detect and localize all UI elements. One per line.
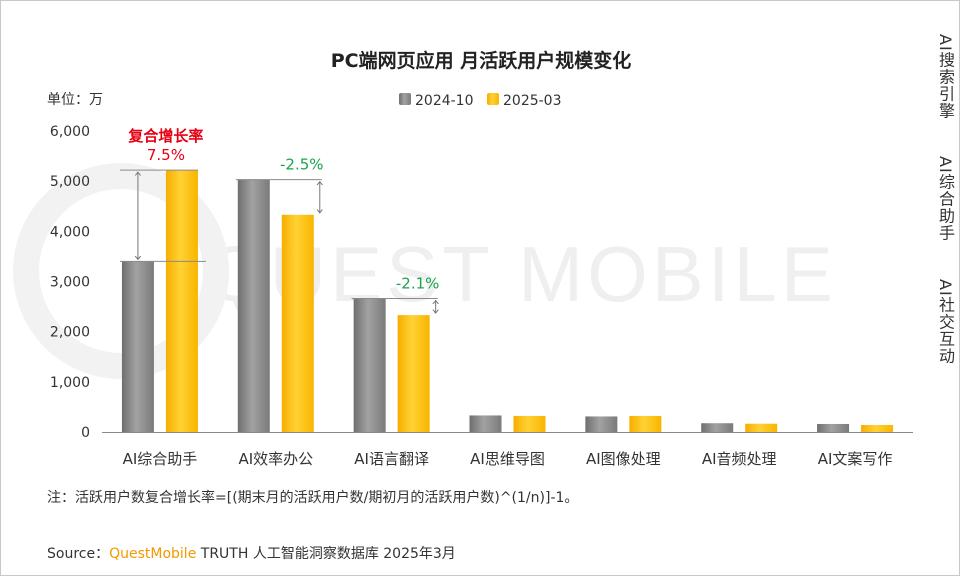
growth-header-label: 复合增长率 [127, 127, 203, 145]
bar-2024-10-0 [121, 261, 154, 432]
category-label: AI效率办公 [238, 450, 313, 468]
bar-2024-10-1 [237, 179, 270, 432]
source-line: Source：QuestMobile TRUTH 人工智能洞察数据库 2025年… [47, 543, 456, 563]
unit-label: 单位：万 [47, 92, 103, 108]
y-tick-label: 5,000 [50, 174, 90, 190]
legend-label-2025-03: 2025-03 [503, 93, 562, 109]
side-tab-ai-assistant[interactable]: AI综合助手 [936, 156, 955, 242]
footnote: 注：活跃用户数复合增长率=[(期末月的活跃用户数/期初月的活跃用户数)^(1/n… [47, 490, 579, 506]
y-tick-label: 1,000 [50, 375, 90, 391]
y-tick-label: 4,000 [50, 224, 90, 240]
bar-2024-10-6 [817, 423, 850, 432]
bar-2025-03-5 [745, 423, 778, 432]
side-tab-ai-social[interactable]: AI社交互动 [936, 279, 955, 365]
category-label: AI音频处理 [702, 450, 777, 468]
bar-2024-10-4 [585, 416, 618, 432]
category-label: AI文案写作 [818, 450, 893, 468]
bar-2025-03-2 [397, 315, 430, 432]
legend-swatch-2024-10 [399, 93, 411, 105]
y-tick-label: 0 [81, 425, 90, 441]
chart-title: PC端网页应用 月活跃用户规模变化 [331, 49, 632, 72]
bar-2024-10-2 [353, 298, 386, 432]
bar-2025-03-6 [861, 424, 894, 432]
y-tick-label: 6,000 [50, 124, 90, 140]
source-brand: QuestMobile [109, 546, 197, 562]
y-tick-label: 2,000 [50, 325, 90, 341]
growth-rate-label: 7.5% [147, 146, 185, 164]
bar-2025-03-4 [629, 415, 662, 432]
bar-2024-10-3 [469, 415, 502, 432]
legend-label-2024-10: 2024-10 [415, 93, 474, 109]
bar-2025-03-0 [165, 170, 198, 432]
legend-swatch-2025-03 [487, 93, 499, 105]
category-label: AI综合助手 [123, 450, 198, 468]
category-label: AI思维导图 [470, 450, 545, 468]
growth-rate-label: -2.1% [396, 275, 440, 293]
category-label: AI图像处理 [586, 450, 661, 468]
bar-2025-03-1 [281, 214, 314, 432]
source-prefix: Source： [47, 546, 110, 562]
watermark-logo-ring [13, 163, 229, 379]
growth-rate-label: -2.5% [280, 156, 324, 174]
side-tab-ai-search[interactable]: AI搜索引擎 [936, 34, 955, 120]
source-rest: TRUTH 人工智能洞察数据库 2025年3月 [196, 546, 456, 562]
y-tick-label: 3,000 [50, 275, 90, 291]
bar-2025-03-3 [513, 415, 546, 432]
bar-2024-10-5 [701, 423, 734, 432]
category-label: AI语言翻译 [354, 450, 429, 468]
